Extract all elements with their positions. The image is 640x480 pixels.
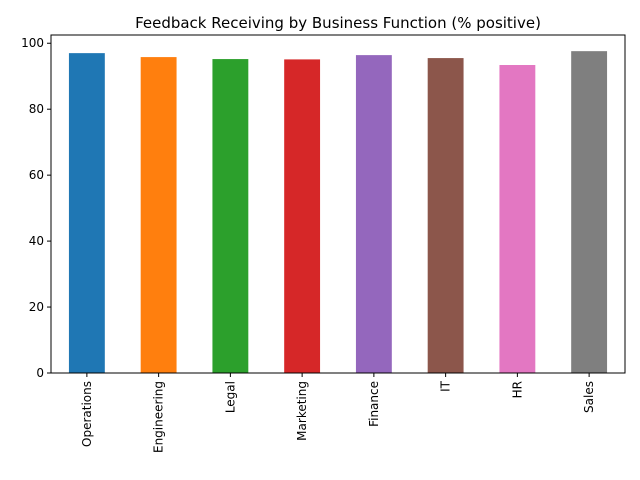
bar-marketing — [284, 59, 321, 374]
plot-frame — [50, 34, 626, 374]
chart-title: Feedback Receiving by Business Function … — [135, 14, 541, 32]
bar-it — [427, 58, 464, 374]
bar-legal — [212, 59, 249, 373]
y-tick-label: 80 — [29, 102, 44, 116]
x-tick-label: HR — [510, 381, 524, 398]
y-tick-label: 100 — [21, 36, 44, 50]
bar-engineering — [140, 57, 177, 373]
x-tick-label: Marketing — [295, 381, 309, 441]
x-tick-label: Sales — [582, 381, 596, 413]
y-tick-label: 40 — [29, 234, 44, 248]
x-tick-label: Legal — [223, 381, 237, 413]
x-tick-label: Operations — [80, 381, 94, 447]
bars-group — [68, 51, 608, 374]
x-tick-label: IT — [439, 380, 453, 392]
x-axis: Operations Engineering Legal Marketing Finan… — [80, 373, 596, 453]
x-tick-label: Finance — [367, 381, 381, 427]
bar-finance — [355, 55, 392, 374]
x-tick-label: Engineering — [152, 381, 166, 453]
bar-hr — [499, 65, 536, 373]
y-tick-label: 60 — [29, 168, 44, 182]
y-tick-label: 20 — [29, 300, 44, 314]
bar-operations — [68, 53, 105, 373]
y-axis: 0 20 40 60 80 100 — [21, 36, 51, 380]
y-tick-label: 0 — [36, 366, 44, 380]
bar-sales — [571, 51, 608, 373]
